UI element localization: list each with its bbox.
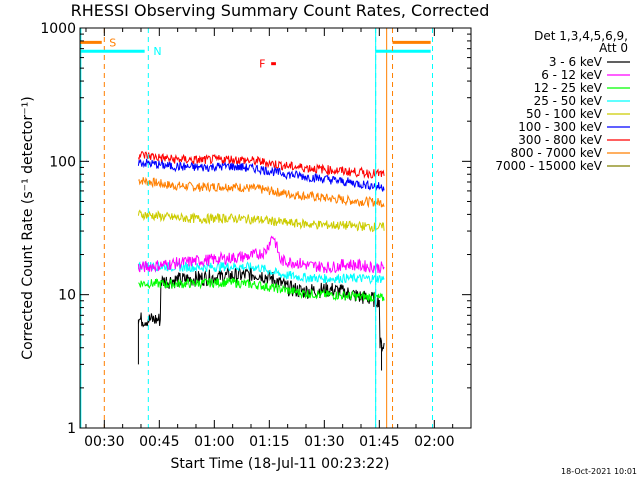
y-tick-label-0: 1 xyxy=(67,421,76,437)
series-line-300-800 xyxy=(137,151,385,179)
axis-layer: 1 10 100 1000 00:30 00:45 01:00 01:15 01:30 01:45… xyxy=(40,21,471,450)
legend-label-8: 7000 - 15000 keV xyxy=(495,159,602,173)
y-tick-label-1: 10 xyxy=(58,288,76,304)
legend-label-0: 3 - 6 keV xyxy=(549,55,603,69)
legend-header-0: Det 1,3,4,5,6,9, xyxy=(534,29,628,43)
y-tick-label-2: 100 xyxy=(49,154,76,170)
plot-area xyxy=(80,28,471,428)
plot-frame xyxy=(79,27,472,429)
series-line-12-25 xyxy=(138,276,385,303)
x-tick-label-3: 01:15 xyxy=(249,434,289,450)
x-axis-label: Start Time (18-Jul-11 00:23:22) xyxy=(170,456,389,472)
annotation-label-f: F xyxy=(259,58,265,71)
legend-label-3: 25 - 50 keV xyxy=(534,94,603,108)
annotation-layer: S N F xyxy=(80,28,433,428)
legend-label-2: 12 - 25 keV xyxy=(534,81,603,95)
legend-label-7: 800 - 7000 keV xyxy=(511,146,603,160)
series-line-800-7000 xyxy=(138,176,385,209)
annotation-label-s: S xyxy=(109,36,116,49)
x-tick-label-5: 01:45 xyxy=(359,434,399,450)
y-tick-label-3: 1000 xyxy=(40,21,76,37)
x-tick-label-1: 00:45 xyxy=(139,434,179,450)
legend-label-4: 50 - 100 keV xyxy=(526,107,603,121)
chart-title: RHESSI Observing Summary Count Rates, Co… xyxy=(71,1,490,20)
legend-label-1: 6 - 12 keV xyxy=(541,68,603,82)
x-tick-label-0: 00:30 xyxy=(84,434,124,450)
data-layer xyxy=(137,151,385,371)
legend-header-1: Att 0 xyxy=(599,41,628,55)
y-axis-label: Corrected Count Rate (s⁻¹ detector⁻¹) xyxy=(20,96,36,359)
footer-timestamp: 18-Oct-2021 10:01 xyxy=(561,467,637,476)
series-line-6-12 xyxy=(137,235,385,274)
legend-label-6: 300 - 800 keV xyxy=(518,133,602,147)
x-tick-label-2: 01:00 xyxy=(194,434,234,450)
series-line-3-6 xyxy=(137,266,385,352)
x-tick-label-4: 01:30 xyxy=(304,434,344,450)
series-line-100-300 xyxy=(137,158,385,192)
series-line-50-100 xyxy=(137,209,385,233)
annotation-label-n: N xyxy=(153,45,161,58)
legend-label-5: 100 - 300 keV xyxy=(518,120,602,134)
x-tick-label-6: 02:00 xyxy=(414,434,454,450)
